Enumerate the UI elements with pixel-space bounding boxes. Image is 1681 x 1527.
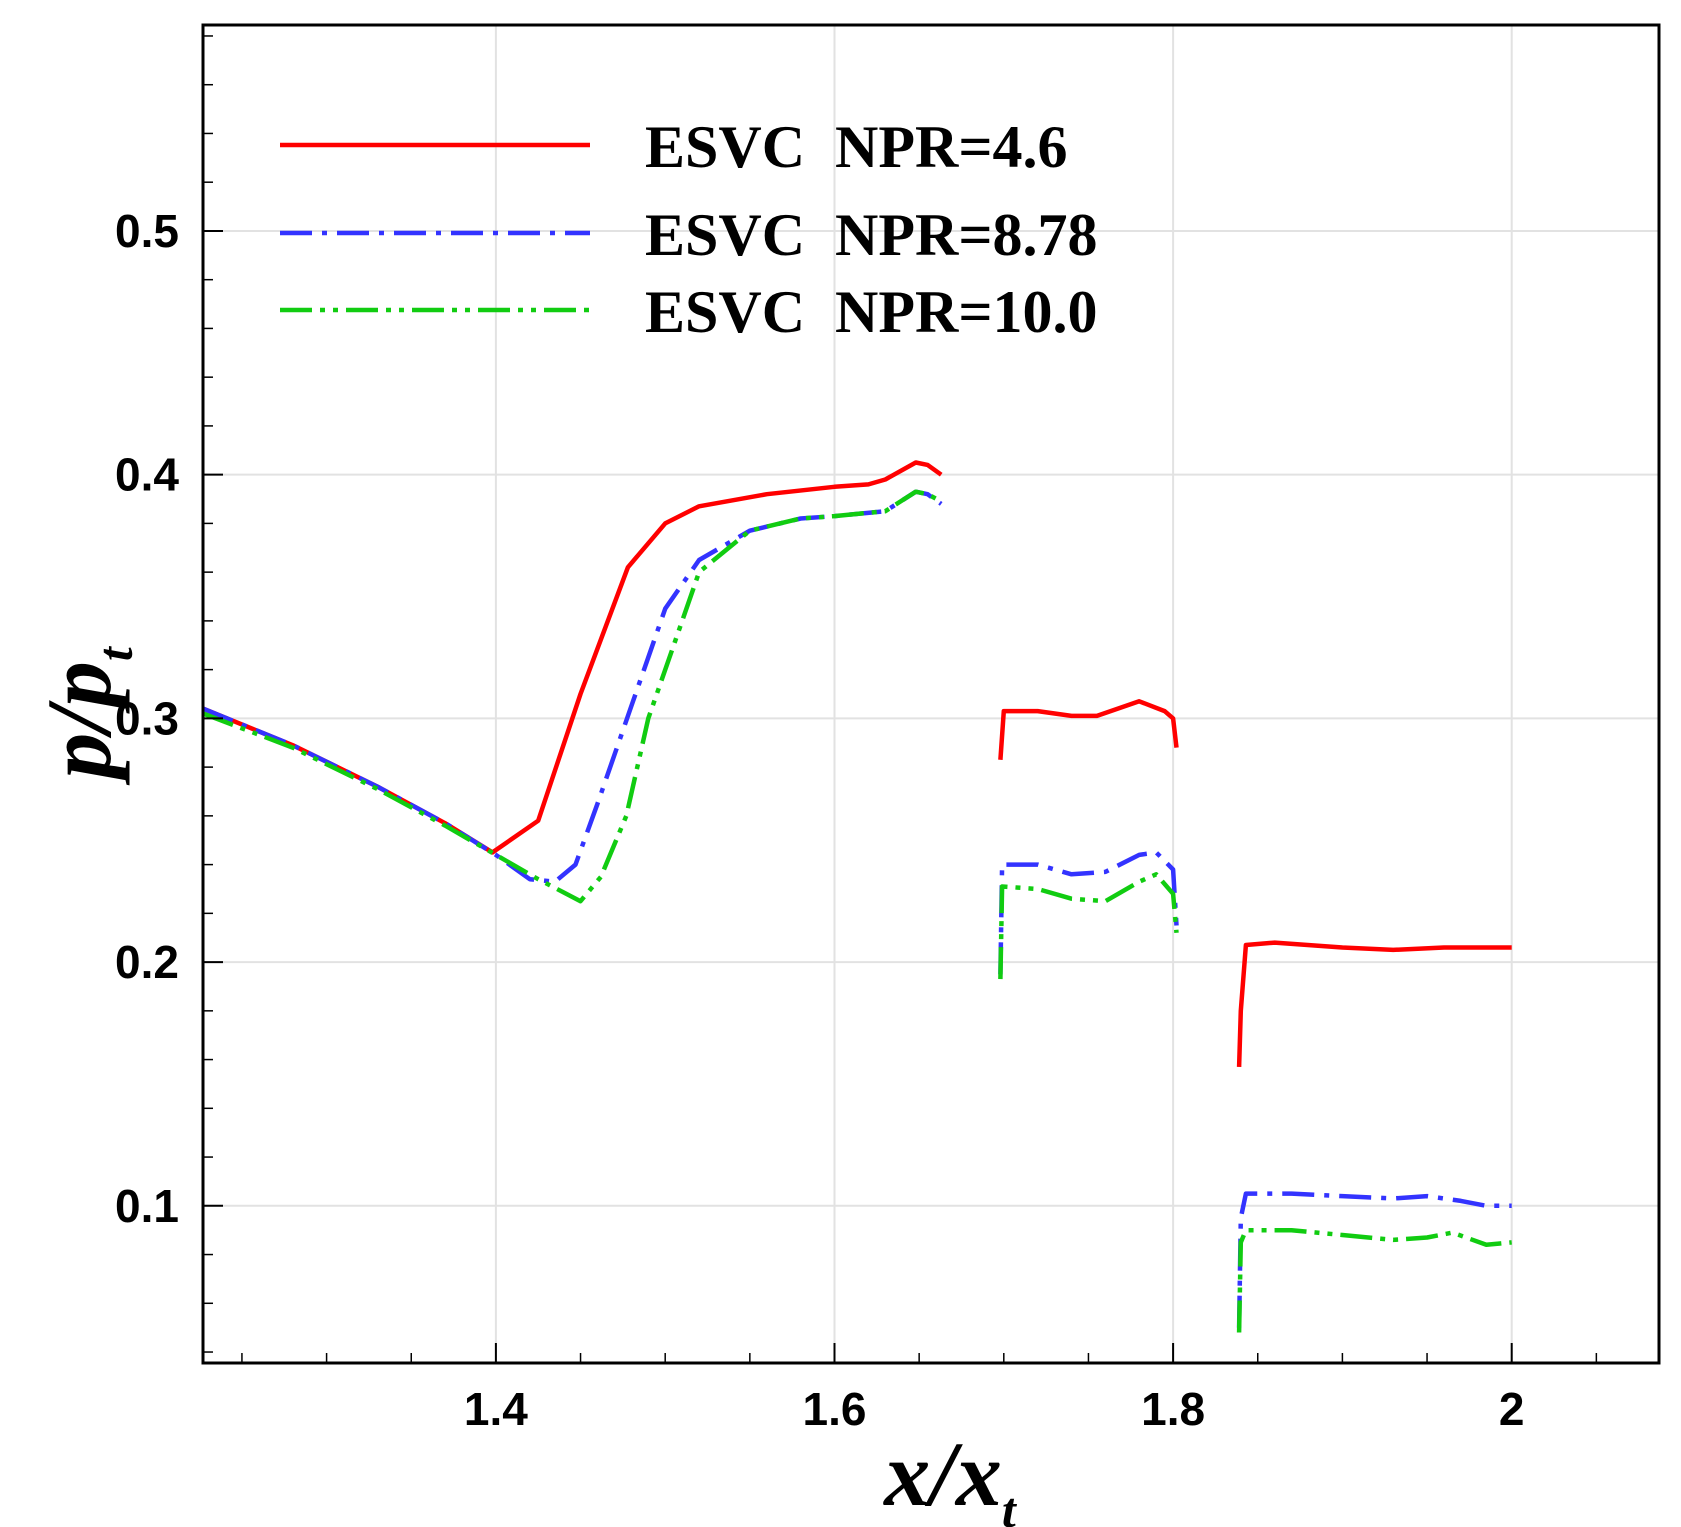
series-line	[1236, 1191, 1512, 1328]
series-2	[202, 489, 1512, 1328]
series-3	[202, 489, 1512, 1333]
major-ticks	[203, 229, 1513, 1363]
minor-ticks	[203, 35, 1598, 1363]
grid-lines	[203, 25, 1659, 1363]
y-axis-title: p/pt	[28, 645, 143, 786]
legend-label: ESVC NPR=4.6	[645, 114, 1068, 180]
legend-item: ESVC NPR=10.0	[280, 279, 1098, 345]
x-tick-label: 1.6	[803, 1383, 867, 1435]
y-tick-label: 0.5	[115, 205, 179, 257]
series-line	[998, 850, 1179, 975]
x-tick-label: 1.8	[1141, 1383, 1205, 1435]
y-tick-label: 0.3	[115, 692, 179, 744]
y-tick-label: 0.1	[115, 1180, 179, 1232]
x-tick-labels: 1.4 1.6 1.8 2	[464, 1383, 1525, 1435]
x-tick-label: 1.4	[464, 1383, 528, 1435]
series-line	[202, 489, 943, 884]
legend: ESVC NPR=4.6 ESVC NPR=8.78 ESVC NPR=10.0	[280, 114, 1098, 345]
y-tick-labels: 0.1 0.2 0.3 0.4 0.5	[115, 205, 179, 1232]
series-line	[998, 699, 1179, 760]
legend-label: ESVC NPR=8.78	[645, 202, 1098, 268]
y-tick-label: 0.4	[115, 449, 179, 501]
series-line	[202, 460, 943, 855]
x-tick-label: 2	[1499, 1383, 1525, 1435]
series-line	[998, 872, 1179, 980]
plot-frame	[201, 23, 1661, 1365]
series-line	[1236, 1227, 1512, 1333]
y-tick-label: 0.2	[115, 936, 179, 988]
legend-item: ESVC NPR=4.6	[280, 114, 1068, 180]
series-line	[202, 489, 943, 904]
x-axis-title: x/xt	[882, 1423, 1018, 1527]
legend-label: ESVC NPR=10.0	[645, 279, 1098, 345]
series-lines	[202, 460, 1512, 1333]
series-1	[202, 460, 1512, 1067]
legend-item: ESVC NPR=8.78	[280, 202, 1098, 268]
series-line	[1236, 940, 1512, 1067]
